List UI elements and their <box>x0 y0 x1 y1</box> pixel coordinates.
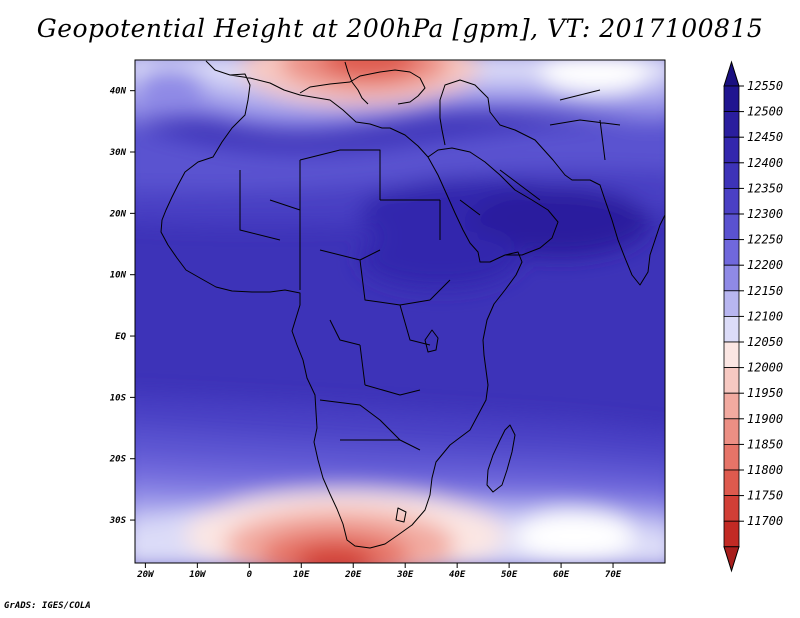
colorbar-label: 12400 <box>747 156 783 170</box>
field-mid-1 <box>135 118 665 195</box>
colorbar-swatch <box>723 443 740 471</box>
lat-tick-label: 20N <box>109 209 127 219</box>
colorbar-swatch <box>723 239 740 266</box>
coastlines <box>160 60 665 549</box>
africa-coast <box>160 60 523 549</box>
colorbar-swatch <box>723 111 740 138</box>
lat-tick-label: 30N <box>109 148 127 158</box>
asia-coast <box>439 79 665 286</box>
colorbar-label: 11900 <box>747 412 783 426</box>
colorbar-label: 12450 <box>747 130 783 144</box>
colorbar-swatch <box>723 213 740 241</box>
field-trough-4 <box>295 546 375 563</box>
colorbar-swatch <box>723 315 740 343</box>
italy-greece-coast <box>344 61 369 105</box>
colorbar-label: 12050 <box>747 335 783 349</box>
colorbar-label: 12550 <box>747 79 783 93</box>
colorbar-swatch <box>723 495 740 522</box>
colorbar-label: 11850 <box>747 437 783 451</box>
colorbar-label: 12500 <box>747 105 783 119</box>
colorbar-label: 12200 <box>747 258 783 272</box>
madagascar <box>486 424 516 493</box>
lat-tick-label: EQ <box>115 332 126 342</box>
lon-tick-label: 60E <box>553 570 570 580</box>
lat-tick-label: 40N <box>110 87 127 97</box>
height-field <box>135 60 665 563</box>
field-core-horn <box>360 228 520 288</box>
colorbar-swatch <box>723 187 740 215</box>
latitude-axis: 40N 30N 20N 10N EQ 10S 20S 30S <box>109 87 135 526</box>
colorbar-label: 12000 <box>747 361 783 375</box>
lon-tick-label: 30E <box>396 570 414 580</box>
colorbar-swatch <box>723 418 740 445</box>
field-ne-white <box>540 60 650 94</box>
lon-tick-label: 40E <box>449 570 466 580</box>
colorbar-label: 11950 <box>747 386 783 400</box>
lat-tick-label: 20S <box>109 455 127 465</box>
lon-tick-label: 0 <box>247 570 253 580</box>
map-frame <box>134 59 666 564</box>
lon-tick-label: 70E <box>605 570 622 580</box>
colorbar-label: 11750 <box>747 489 783 503</box>
colorbar-top-arrow <box>723 60 740 87</box>
colorbar-swatch <box>723 85 740 113</box>
field-med-3 <box>320 60 420 78</box>
lat-tick-label: 10S <box>110 393 127 403</box>
colorbar-label: 12150 <box>747 284 783 298</box>
lake-victoria <box>424 329 439 353</box>
colorbar-label: 11800 <box>747 463 783 477</box>
longitude-axis: 20W 10W 0 10E 20E 30E 40E 50E 60E 70E <box>136 563 622 580</box>
colorbar-swatch <box>723 264 740 292</box>
colorbar-swatch <box>723 469 740 497</box>
lon-tick-label: 20W <box>136 570 155 580</box>
colorbar-bottom-arrow <box>723 546 740 573</box>
field-se-white <box>515 510 635 560</box>
field-nw-pool <box>135 68 205 108</box>
colorbar-swatch <box>723 392 740 420</box>
colorbar-swatch <box>723 290 740 317</box>
lesotho <box>395 507 407 523</box>
grads-credit: GrADS: IGES/COLA <box>4 601 91 611</box>
colorbar-swatch <box>723 136 740 164</box>
colorbar-swatch <box>723 367 740 394</box>
lon-tick-label: 10W <box>189 570 207 580</box>
colorbar-swatch <box>723 341 740 369</box>
lon-tick-label: 50E <box>501 570 518 580</box>
arabia-coast <box>427 147 559 256</box>
colorbar-label: 12100 <box>747 309 783 323</box>
colorbar-swatch <box>723 520 740 548</box>
chart-title: Geopotential Height at 200hPa [gpm], VT:… <box>36 14 764 43</box>
field-core-east <box>470 187 650 257</box>
colorbar-label: 11700 <box>747 514 783 528</box>
lat-tick-label: 10N <box>110 271 127 281</box>
colorbar-label: 12250 <box>747 233 783 247</box>
lat-tick-label: 30S <box>109 516 127 526</box>
lon-tick-label: 20E <box>344 570 362 580</box>
colorbar-swatch <box>723 162 740 189</box>
country-borders <box>239 89 621 451</box>
europe-coast <box>299 69 426 105</box>
colorbar-label: 12350 <box>747 181 783 195</box>
colorbar: 12550 12500 12450 12400 12350 12300 12250 12200… <box>723 60 783 573</box>
lon-tick-label: 10E <box>293 570 310 580</box>
colorbar-label: 12300 <box>747 207 783 221</box>
